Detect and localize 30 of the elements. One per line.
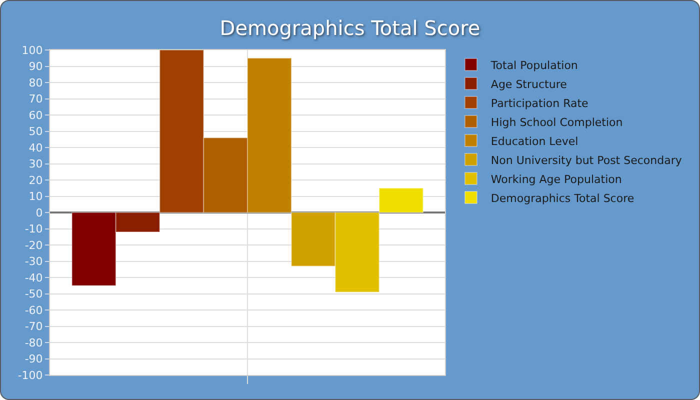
legend-label: Education Level: [490, 134, 578, 148]
y-tick-label: 20: [28, 174, 43, 187]
y-tick-label: -40: [24, 271, 43, 284]
y-tick-label: 10: [28, 190, 43, 204]
legend-label: Age Structure: [490, 78, 568, 91]
y-tick-label: -80: [24, 336, 43, 350]
y-tick-label: 50: [28, 125, 43, 138]
y-tick-label: -70: [24, 320, 43, 334]
chart-title: Demographics Total Score: [220, 16, 480, 40]
y-tick-label: 40: [28, 141, 43, 154]
y-tick-label: 0: [36, 206, 43, 220]
y-tick-label: -90: [24, 352, 43, 366]
y-tick-label: 80: [28, 76, 43, 90]
y-tick-label: -100: [18, 368, 43, 382]
legend-label: Total Population: [490, 58, 578, 72]
legend-label: Participation Rate: [490, 96, 589, 110]
y-tick-label: 30: [28, 158, 43, 171]
y-tick-label: 60: [28, 108, 43, 122]
legend-label: Working Age Population: [490, 172, 622, 186]
legend-label: High School Completion: [490, 116, 623, 129]
legend-label: Demographics Total Score: [490, 192, 634, 205]
y-tick-label: -20: [24, 238, 43, 252]
legend-label: Non University but Post Secondary: [490, 154, 682, 167]
y-tick-label: -60: [24, 304, 43, 317]
y-tick-label: 100: [22, 44, 43, 57]
y-tick-label: 70: [28, 92, 43, 106]
y-tick-label: -10: [24, 222, 43, 236]
y-tick-label: -50: [24, 288, 43, 301]
y-tick-label: 90: [28, 60, 43, 74]
y-tick-label: -30: [24, 255, 43, 268]
